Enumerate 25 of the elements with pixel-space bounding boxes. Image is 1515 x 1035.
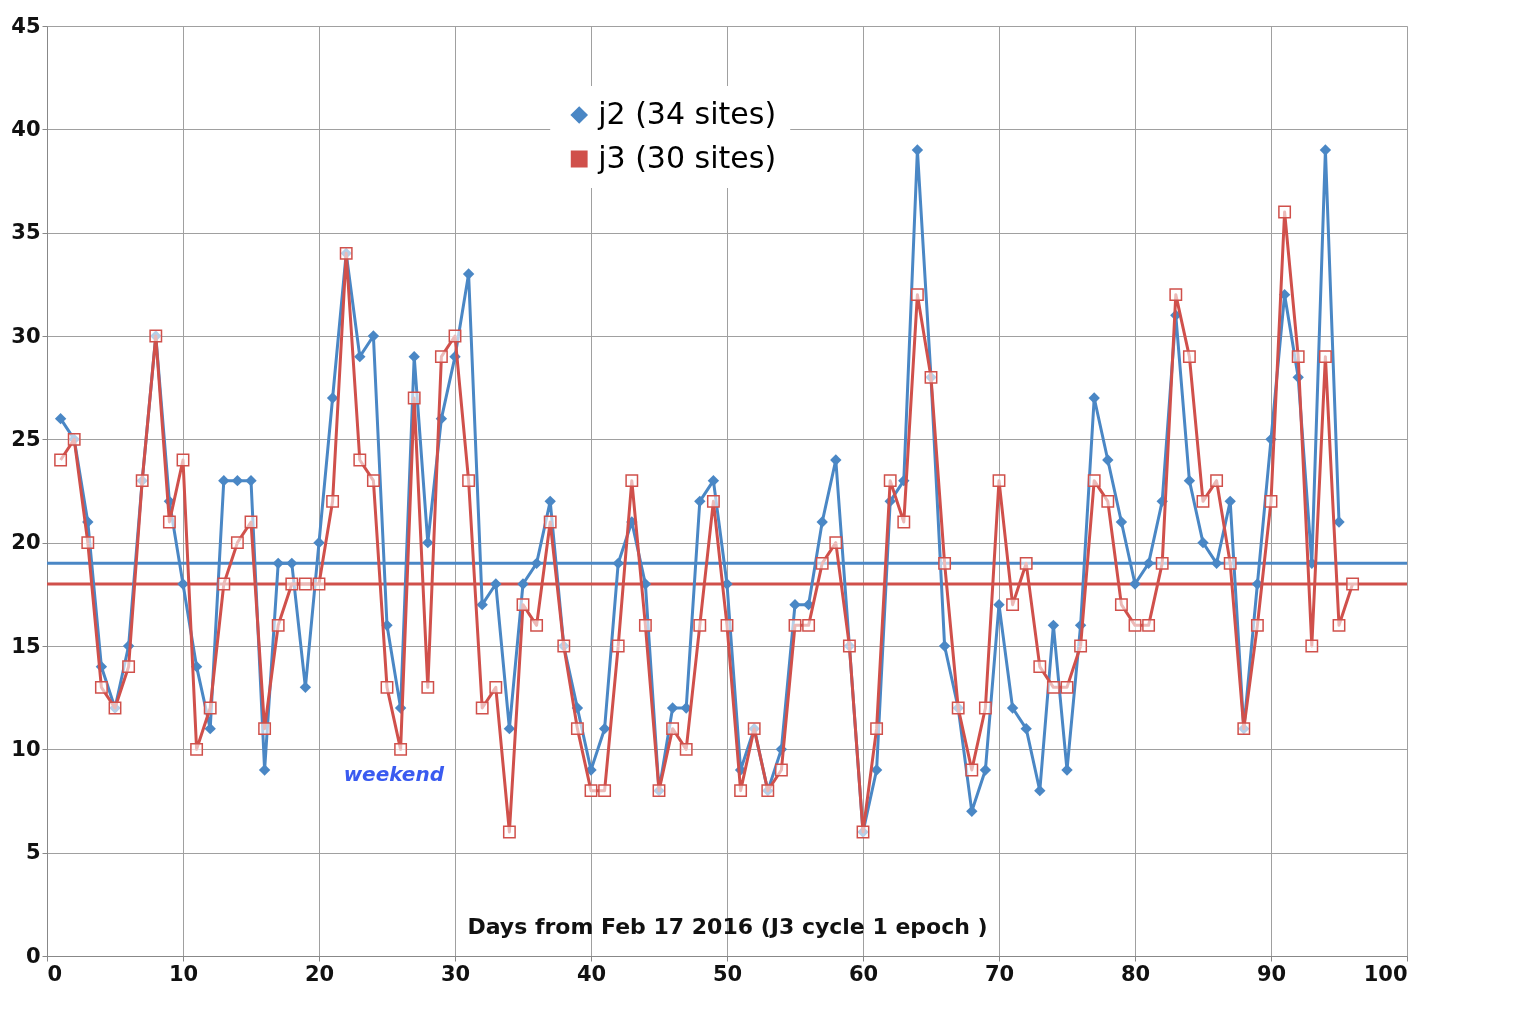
x-axis-title: Days from Feb 17 2016 (J3 cycle 1 epoch ) bbox=[467, 913, 988, 939]
y-tick-label: 40 bbox=[11, 116, 41, 141]
y-tick-label: 10 bbox=[11, 736, 41, 761]
x-tick-label: 60 bbox=[848, 961, 879, 986]
x-tick-label: 70 bbox=[984, 961, 1015, 986]
x-tick-label: 30 bbox=[440, 961, 471, 986]
y-tick-label: 0 bbox=[25, 943, 41, 968]
annotation: weekend bbox=[343, 761, 445, 786]
x-tick-label: 0 bbox=[47, 961, 63, 986]
y-tick-label: 5 bbox=[25, 840, 41, 865]
y-tick-label: 20 bbox=[11, 530, 41, 555]
x-tick-label: 50 bbox=[712, 961, 743, 986]
x-tick-label: 90 bbox=[1256, 961, 1287, 986]
y-tick-label: 30 bbox=[11, 323, 41, 348]
x-tick-label: 100 bbox=[1363, 961, 1408, 986]
x-tick-label: 80 bbox=[1120, 961, 1151, 986]
y-tick-label: 25 bbox=[11, 426, 41, 451]
y-tick-label: 35 bbox=[11, 220, 41, 245]
legend-label: j2 (34 sites) bbox=[597, 96, 777, 131]
x-tick-label: 40 bbox=[576, 961, 607, 986]
x-tick-label: 10 bbox=[168, 961, 199, 986]
y-tick-label: 15 bbox=[11, 633, 41, 658]
legend-label: j3 (30 sites) bbox=[597, 140, 777, 175]
y-tick-label: 45 bbox=[11, 13, 41, 38]
x-tick-label: 20 bbox=[304, 961, 335, 986]
